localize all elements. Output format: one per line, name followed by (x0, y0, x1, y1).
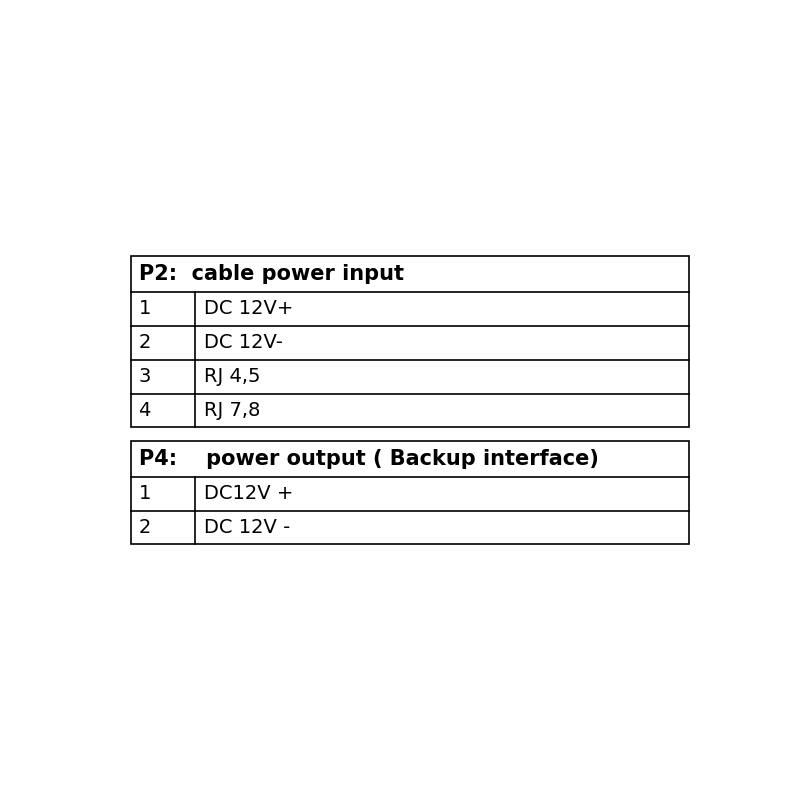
Text: 1: 1 (138, 299, 151, 318)
Bar (131, 441, 689, 545)
Text: RJ 4,5: RJ 4,5 (205, 367, 261, 386)
Text: 1: 1 (138, 484, 151, 503)
Text: RJ 7,8: RJ 7,8 (205, 401, 261, 420)
Text: 4: 4 (138, 401, 151, 420)
Text: 2: 2 (138, 518, 151, 537)
Text: DC 12V+: DC 12V+ (205, 299, 294, 318)
Text: 3: 3 (138, 367, 151, 386)
Text: 2: 2 (138, 334, 151, 352)
Text: DC 12V -: DC 12V - (205, 518, 290, 537)
Text: P4:    power output ( Backup interface): P4: power output ( Backup interface) (139, 449, 599, 469)
Bar (131, 256, 689, 427)
Text: P2:  cable power input: P2: cable power input (139, 264, 404, 284)
Text: DC12V +: DC12V + (205, 484, 294, 503)
Text: DC 12V-: DC 12V- (205, 334, 283, 352)
